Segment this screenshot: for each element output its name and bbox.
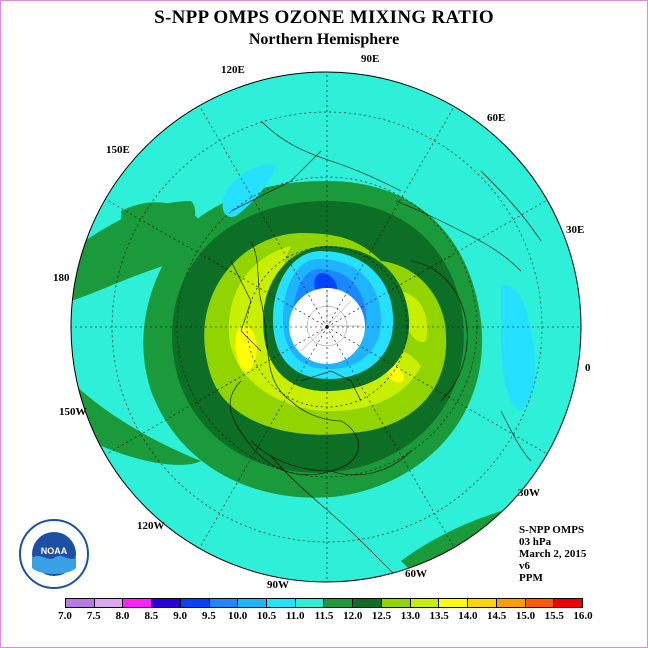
lon-label-120w: 120W (137, 520, 165, 532)
colorbar-swatch (66, 599, 95, 607)
band-11-5-southwest (71, 381, 201, 465)
colorbar-swatch (94, 599, 124, 607)
lon-label-150e: 150E (106, 144, 130, 156)
band-13-east (401, 291, 428, 342)
info-instrument: S-NPP OMPS (519, 524, 585, 536)
colorbar-tick-label: 15.5 (544, 610, 564, 622)
colorbar-tick-label: 16.0 (573, 610, 593, 622)
colorbar-swatch (324, 599, 354, 607)
lon-label-30e: 30E (566, 224, 584, 236)
colorbar-tick-label: 13.0 (400, 610, 420, 622)
lon-label-90e: 90E (361, 53, 379, 65)
colorbar-swatch (381, 599, 411, 607)
logo-text: NOAA (41, 546, 68, 556)
lon-label-60w: 60W (405, 568, 427, 580)
colorbar-swatch (554, 599, 582, 607)
colorbar-tick-label: 12.0 (343, 610, 363, 622)
lon-label-120e: 120E (221, 64, 245, 76)
colorbar-tick-label: 9.0 (173, 610, 187, 622)
info-date: March 2, 2015 (519, 548, 587, 560)
info-level: 03 hPa (519, 536, 552, 548)
colorbar-swatch (123, 599, 153, 607)
colorbar-tick-label: 13.5 (429, 610, 449, 622)
band-13-5 (235, 325, 257, 373)
low-10-5-atlantic (501, 285, 536, 411)
colorbar-tick-label: 9.5 (202, 610, 216, 622)
colorbar-swatch (209, 599, 239, 607)
colorbar-tick-label: 11.0 (285, 610, 305, 622)
lon-label-0: 0 (585, 362, 591, 374)
colorbar-swatch (439, 599, 469, 607)
colorbar-swatch (496, 599, 526, 607)
map-boundary (70, 71, 582, 583)
map-title: S-NPP OMPS OZONE MIXING RATIO (154, 7, 494, 28)
colorbar-swatch (180, 599, 210, 607)
info-version: v6 (519, 560, 530, 572)
colorbar-tick-label: 10.5 (256, 610, 277, 622)
colorbar (65, 598, 583, 608)
colorbar-tick-label: 7.5 (86, 610, 101, 622)
lon-label-150w: 150W (59, 406, 87, 418)
colorbar-tick-label: 7.0 (58, 610, 72, 622)
band-11-5-northwest (121, 202, 201, 238)
colorbar-swatch (295, 599, 325, 607)
info-units: PPM (519, 572, 543, 584)
colorbar-swatch (353, 599, 382, 607)
colorbar-tick-label: 8.0 (115, 610, 130, 622)
colorbar-swatch (267, 599, 296, 607)
noaa-logo: NOAA (19, 519, 89, 589)
map-subtitle: Northern Hemisphere (248, 31, 400, 48)
colorbar-swatch (410, 599, 440, 607)
lon-label-90w: 90W (267, 579, 289, 591)
lon-label-60e: 60E (487, 112, 505, 124)
colorbar-tick-label: 12.5 (371, 610, 392, 622)
colorbar-swatch (152, 599, 181, 607)
colorbar-tick-label: 10.0 (228, 610, 248, 622)
lon-label-180: 180 (53, 272, 70, 284)
product-info: S-NPP OMPS 03 hPa March 2, 2015 v6 PPM (519, 524, 586, 584)
colorbar-tick-label: 14.5 (487, 610, 507, 622)
colorbar-tick-label: 8.5 (144, 610, 159, 622)
colorbar-swatch (525, 599, 555, 607)
colorbar-tick-label: 14.0 (458, 610, 478, 622)
colorbar-swatch (468, 599, 497, 607)
colorbar-tick-label: 11.5 (314, 610, 334, 622)
colorbar-tick-label: 15.0 (515, 610, 536, 622)
lon-label-30w: 30W (518, 487, 540, 499)
colorbar-swatch (238, 599, 268, 607)
low-10-5-pacific (222, 164, 276, 217)
